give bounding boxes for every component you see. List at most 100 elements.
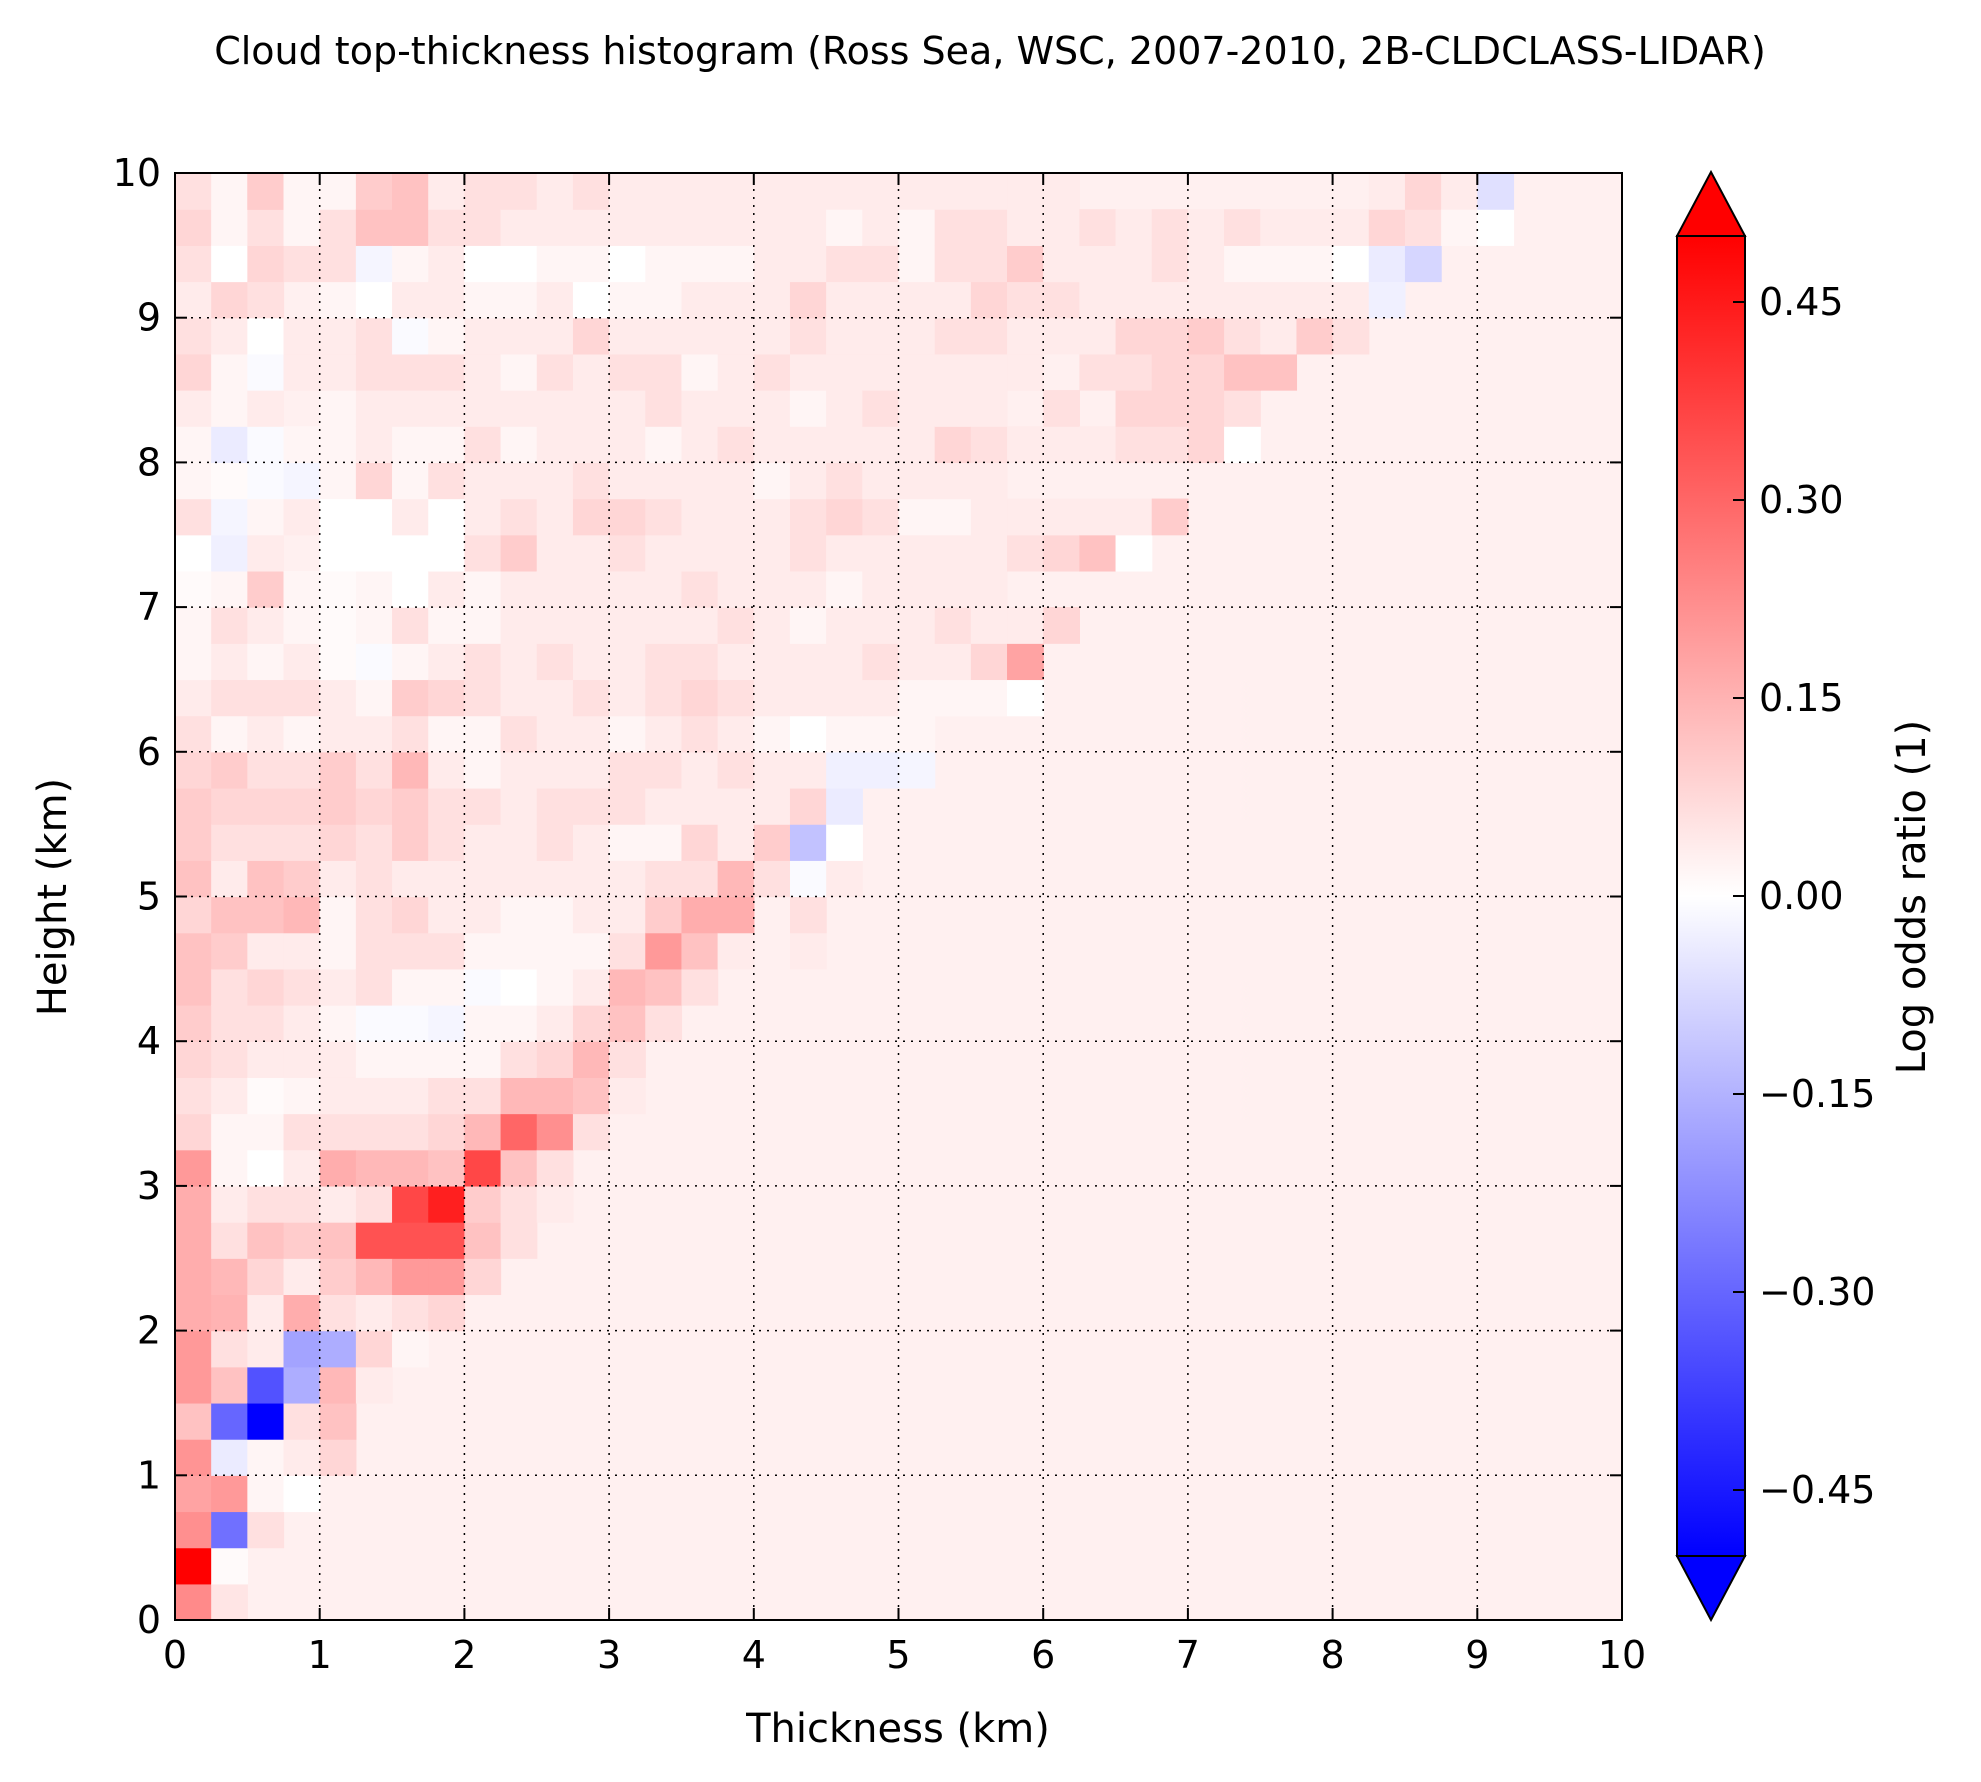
heatmap-cell — [826, 281, 863, 319]
colorbar-tick-label: −0.30 — [1759, 1270, 1875, 1314]
heatmap-cell — [247, 1475, 285, 1513]
heatmap-cell — [392, 679, 429, 717]
heatmap-cell — [175, 426, 212, 463]
y-tick-label: 3 — [137, 1164, 161, 1208]
heatmap-cell — [355, 824, 393, 861]
colorbar-tick-label: 0.00 — [1759, 874, 1844, 918]
heatmap-cell — [645, 1005, 683, 1042]
heatmap-cell — [645, 390, 683, 427]
heatmap-cell — [970, 570, 1008, 608]
heatmap-cell — [1043, 534, 1080, 572]
heatmap-cell — [211, 173, 248, 210]
heatmap-cell — [211, 1222, 248, 1259]
heatmap-cell — [789, 643, 827, 681]
heatmap-cell — [753, 245, 791, 283]
heatmap-cell — [1115, 426, 1153, 463]
heatmap-cell — [681, 498, 719, 536]
heatmap-cell — [464, 787, 502, 825]
heatmap-cell — [428, 353, 465, 391]
heatmap-cell — [428, 1258, 465, 1296]
heatmap-cell — [1260, 281, 1298, 319]
heatmap-cell — [609, 607, 646, 644]
heatmap-cell — [247, 968, 285, 1006]
heatmap-cell — [283, 353, 321, 391]
heatmap-cell — [211, 932, 248, 970]
heatmap-cell — [355, 353, 393, 391]
heatmap-cell — [536, 498, 574, 536]
heatmap-cell — [247, 932, 285, 970]
heatmap-cell — [753, 426, 791, 463]
heatmap-cell — [175, 462, 212, 500]
heatmap-cell — [247, 534, 285, 572]
heatmap-cell — [717, 353, 755, 391]
heatmap-cell — [717, 715, 755, 753]
heatmap-cell — [1332, 281, 1370, 319]
heatmap-cell — [175, 1366, 212, 1404]
heatmap-cell — [211, 1005, 248, 1042]
heatmap-cell — [392, 245, 429, 283]
heatmap-cell — [934, 426, 972, 463]
heatmap-cell — [319, 607, 357, 644]
heatmap-cell — [175, 1547, 212, 1585]
y-tick-label: 4 — [137, 1019, 161, 1063]
heatmap-cell — [536, 824, 574, 861]
heatmap-cell — [247, 896, 285, 934]
heatmap-cell — [211, 607, 248, 644]
heatmap-cell — [1151, 390, 1189, 427]
heatmap-cell — [355, 1222, 393, 1259]
heatmap-cell — [789, 715, 827, 753]
heatmap-cell — [681, 824, 719, 861]
heatmap-cell — [247, 824, 285, 861]
heatmap-cell — [175, 245, 212, 283]
heatmap-cell — [211, 1077, 248, 1115]
heatmap-cell — [319, 1185, 357, 1223]
heatmap-cell — [319, 1439, 357, 1476]
heatmap-cell — [319, 390, 357, 427]
heatmap-cell — [789, 245, 827, 283]
heatmap-cell — [717, 860, 755, 898]
heatmap-cell — [609, 751, 646, 789]
heatmap-cell — [283, 209, 321, 246]
heatmap-cell — [428, 173, 465, 210]
colorbar-tick-label: 0.45 — [1759, 280, 1844, 324]
heatmap-cell — [355, 968, 393, 1006]
heatmap-cell — [826, 353, 863, 391]
heatmap-cell — [175, 1185, 212, 1223]
heatmap-cell — [1368, 281, 1406, 319]
heatmap-cell — [211, 245, 248, 283]
heatmap-cell — [572, 462, 610, 500]
heatmap-cell — [500, 1077, 538, 1115]
heatmap-cell — [392, 1258, 429, 1296]
heatmap-cell — [1151, 353, 1189, 391]
heatmap-cell — [211, 1583, 248, 1621]
x-tick-label: 8 — [1321, 1633, 1345, 1677]
heatmap-cell — [211, 643, 248, 681]
heatmap-cell — [319, 787, 357, 825]
heatmap-cell — [428, 643, 465, 681]
heatmap-cell — [681, 787, 719, 825]
heatmap-cell — [428, 860, 465, 898]
heatmap-cell — [1224, 390, 1261, 427]
heatmap-cell — [1115, 390, 1153, 427]
heatmap-cell — [428, 1113, 465, 1151]
x-tick-label: 1 — [308, 1633, 332, 1677]
heatmap-cell — [645, 570, 683, 608]
heatmap-cell — [898, 245, 936, 283]
heatmap-cell — [1404, 173, 1442, 210]
heatmap-cell — [536, 860, 574, 898]
heatmap-cell — [970, 426, 1008, 463]
heatmap-cell — [355, 534, 393, 572]
y-axis: 0 1 2 3 4 5 6 7 8 9 10 — [113, 151, 1622, 1642]
heatmap-cell — [319, 1005, 357, 1042]
heatmap-cell — [175, 1258, 212, 1296]
heatmap-cell — [572, 1041, 610, 1078]
heatmap-cell — [355, 896, 393, 934]
heatmap-cell — [898, 209, 936, 246]
heatmap-cell — [175, 968, 212, 1006]
heatmap-cell — [572, 932, 610, 970]
heatmap-cell — [247, 1258, 285, 1296]
heatmap-cell — [645, 173, 683, 210]
heatmap-cell — [1115, 534, 1153, 572]
heatmap-cell — [753, 209, 791, 246]
heatmap-cell — [464, 426, 502, 463]
